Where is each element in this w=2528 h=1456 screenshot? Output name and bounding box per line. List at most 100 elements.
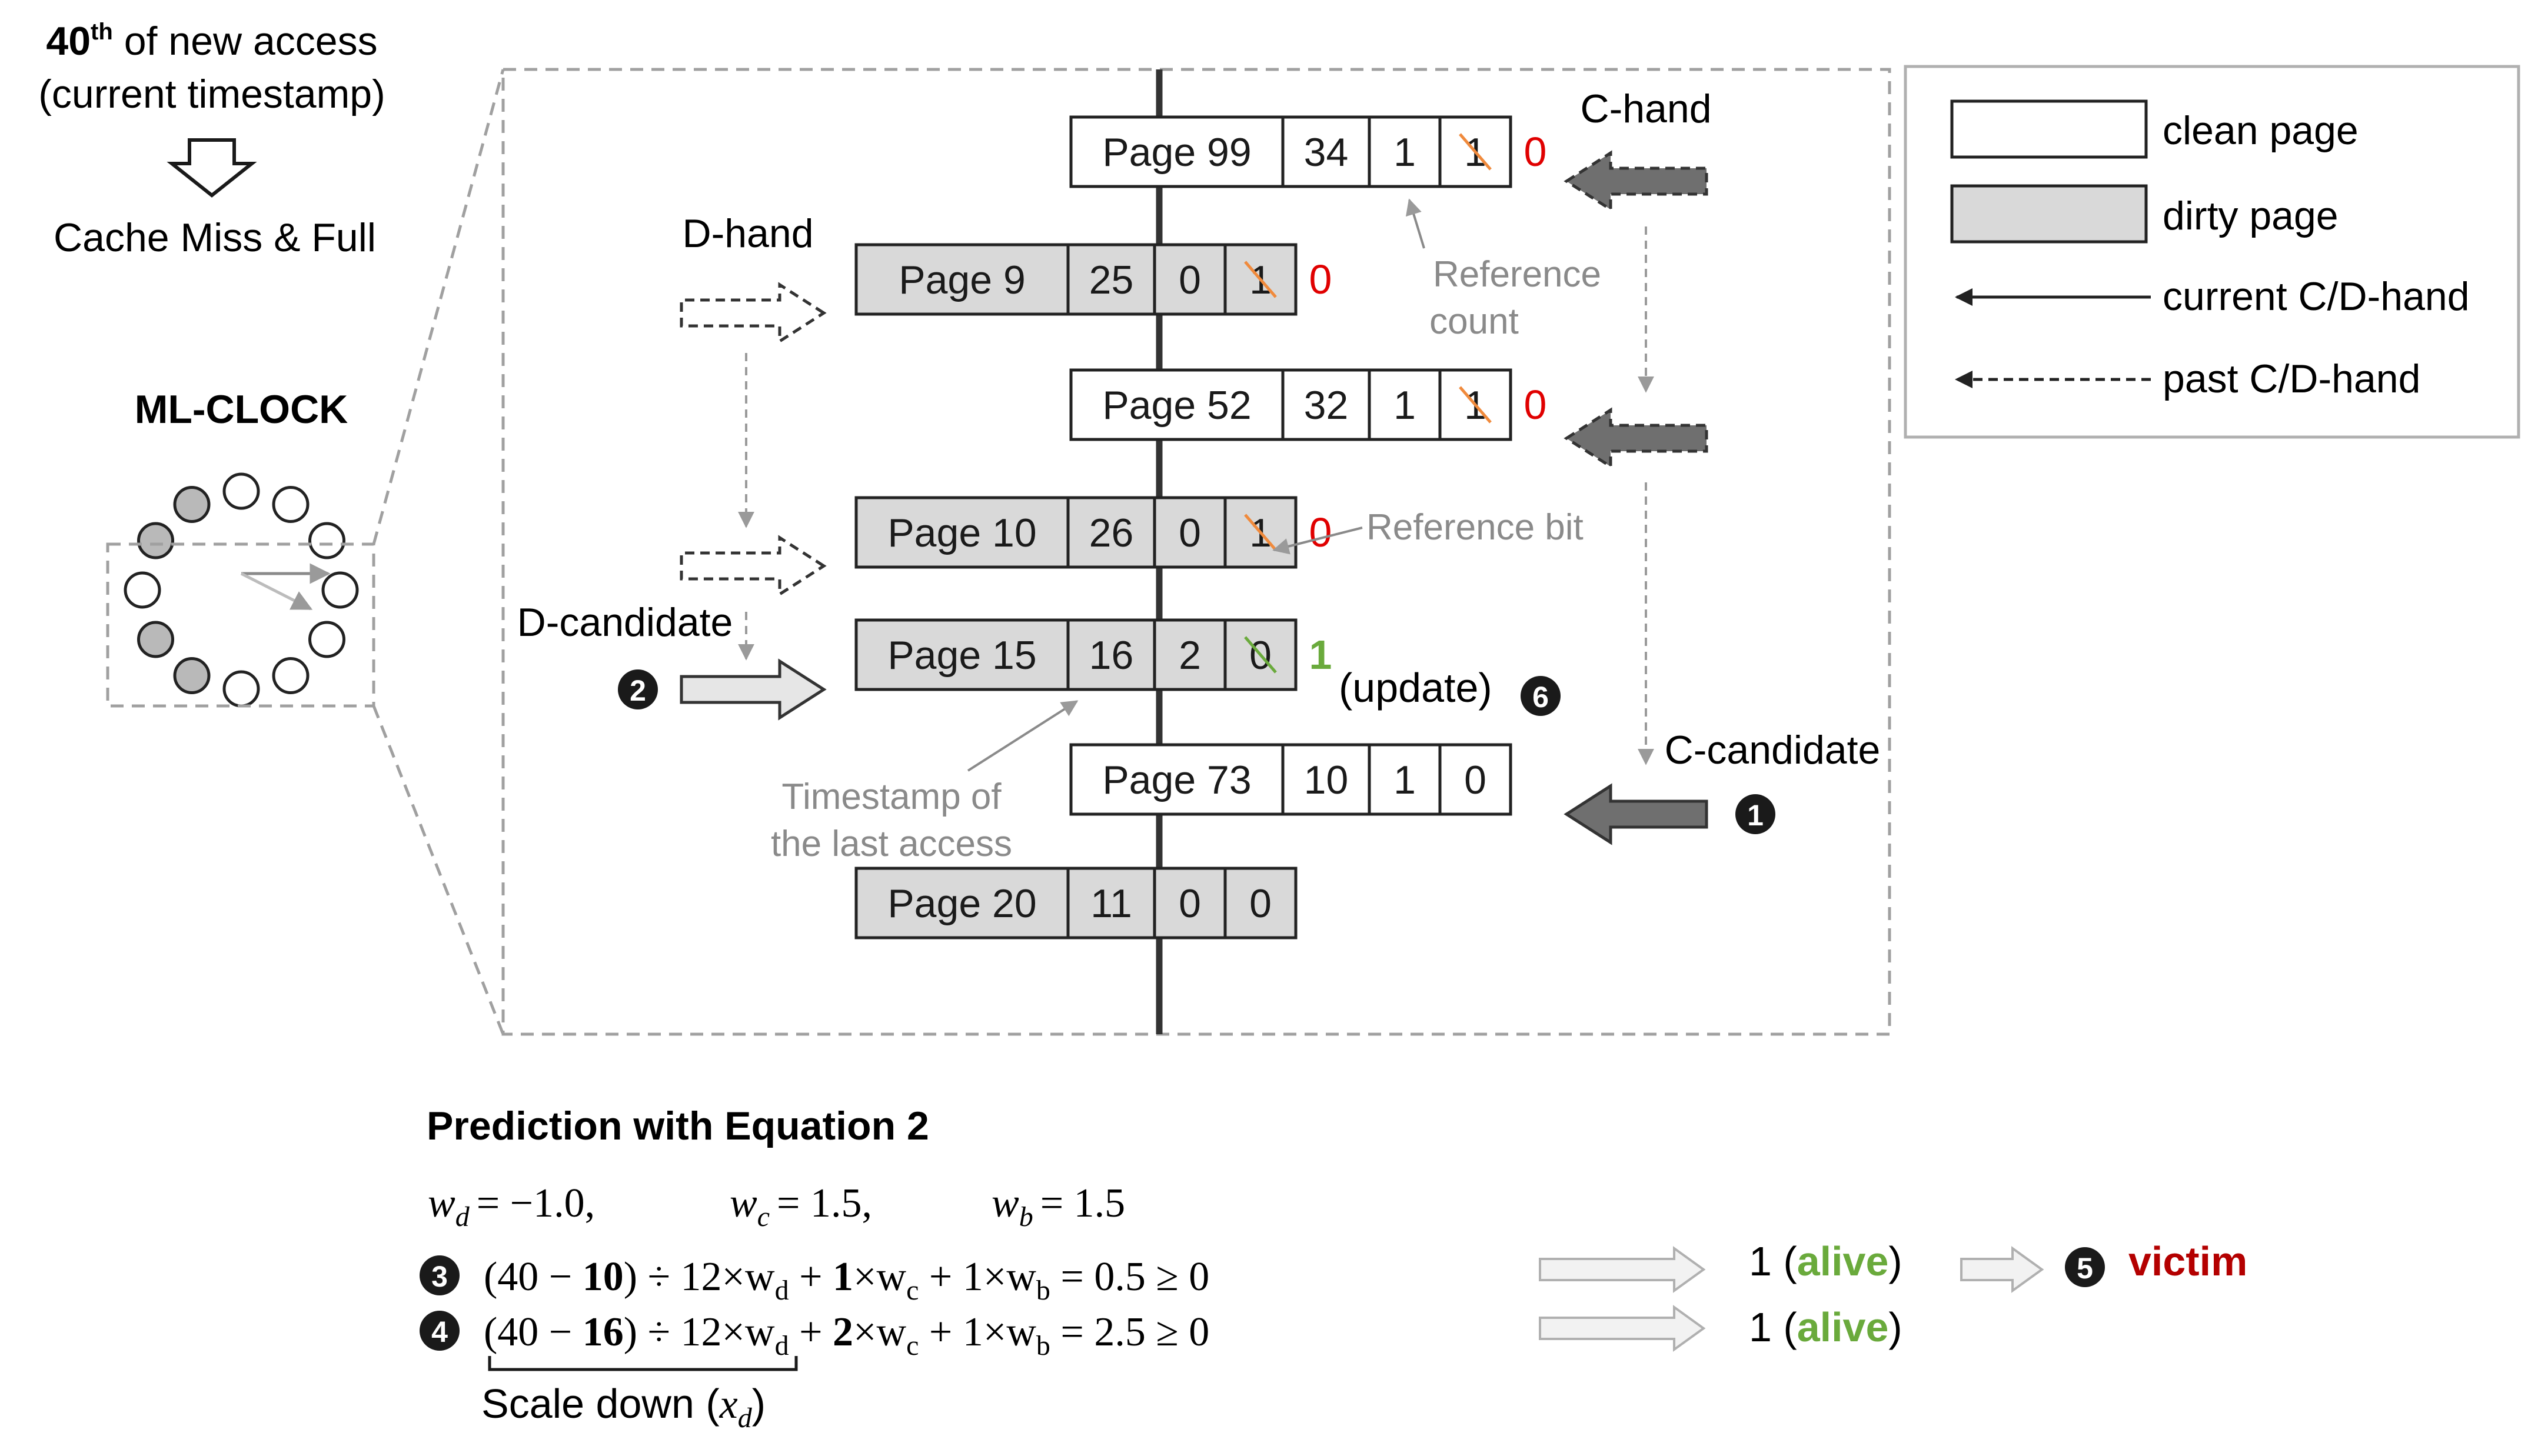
timestamp-cell: 26 [1089,511,1134,555]
reference-count-cell-box [1153,496,1227,569]
step-badge-2: 2 [618,669,658,709]
eq3-sub-b: b [1036,1275,1050,1306]
timestamp-cell-box [1066,618,1156,691]
past-d-hand-arrow-1 [680,282,827,344]
svg-text:1: 1 [1747,799,1764,832]
reference-count-cell: 0 [1179,881,1201,926]
reference-count-cell: 0 [1179,258,1201,302]
equation-4: (40 − 16) ÷ 12×wd + 2×wc + 1×wb = 2.5 ≥ … [484,1310,1209,1361]
clock-slot [137,621,175,658]
eq4-open: (40 − [484,1310,583,1355]
reference-count-cell-box [1153,867,1227,939]
page-name-cell: Page 10 [887,511,1036,555]
scale-close: ) [752,1381,766,1427]
timestamp-cell-box [1281,743,1371,816]
eq4-times-c: ×w [853,1310,906,1355]
strike-mark [1459,386,1492,424]
page-row: Page 1516201 [854,618,1332,691]
eq4-plus2: + 1×w [919,1310,1036,1355]
result2-alive: alive [1797,1304,1889,1350]
legend-clean-label: clean page [2163,108,2359,153]
equation-3: (40 − 10) ÷ 12×wd + 1×wc + 1×wb = 0.5 ≥ … [484,1254,1209,1306]
clock-slot [222,472,260,510]
reference-count-cell-box [1153,618,1227,691]
eq4-result: = 2.5 ≥ 0 [1050,1310,1209,1355]
new-reference-bit: 1 [1309,632,1332,678]
svg-text:3: 3 [431,1260,448,1293]
reference-bit-cell: 0 [1249,881,1272,926]
strike-mark [1459,133,1492,171]
d-candidate-arrow [680,658,827,721]
timestamp-cell: 25 [1089,258,1134,302]
timestamp-cell-box [1066,867,1156,939]
page-name-cell-box [1069,368,1285,441]
page-name-cell: Page 73 [1102,758,1251,802]
reference-count-cell-box [1368,115,1442,188]
reference-count-cell: 1 [1393,130,1416,175]
clock-slot [308,621,345,658]
header-block: 40th of new access (current timestamp) C… [38,19,385,260]
past-c-hand-arrow-2 [1564,407,1708,469]
legend: clean page dirty page current C/D-hand p… [1904,65,2520,439]
reference-count-cell: 0 [1179,511,1201,555]
page-name-cell: Page 20 [887,881,1036,926]
result-arrow-3-icon [1960,1246,2044,1293]
d-candidate-label: D-candidate [517,600,733,645]
result1-alive: alive [1797,1238,1889,1284]
new-reference-bit: 0 [1524,129,1547,175]
reference-count-cell: 2 [1179,633,1201,678]
strike-mark [1244,636,1277,674]
zoom-line-top [372,69,505,545]
clock-slot [321,571,359,609]
reference-count-label-1: Reference [1433,254,1601,295]
zoom-line-bottom [372,705,505,1035]
page-row: Page 925010 [854,243,1332,316]
new-reference-bit: 0 [1309,509,1332,555]
scale-subscript: d [738,1402,753,1434]
reference-bit-cell: 0 [1464,758,1486,802]
clock-d-hand [240,572,313,611]
result2-pre: 1 ( [1749,1304,1797,1350]
clock-slot [308,522,345,559]
clock-icon [124,472,359,708]
timestamp-label-2: the last access [771,824,1012,864]
step-badge-5: 5 [2065,1247,2105,1287]
strike-mark [1244,261,1277,298]
eq3-sub-c: c [906,1275,919,1306]
step-badge-3: 3 [420,1255,460,1295]
timestamp-pointer [967,700,1079,772]
page-row: Page 1026010 [854,496,1332,569]
result-arrow-2-icon [1539,1305,1706,1352]
header-line3: Cache Miss & Full [54,215,376,260]
timestamp-cell: 11 [1090,881,1132,926]
page-row: Page 9934110 [1069,115,1547,188]
step-badge-4: 4 [420,1311,460,1351]
page-name-cell-box [854,496,1070,569]
svg-text:4: 4 [431,1315,448,1348]
eq3-sub-d: d [775,1275,789,1306]
page-name-cell: Page 15 [887,633,1036,678]
reference-bit-cell-box [1223,867,1298,939]
result2-post: ) [1888,1304,1902,1350]
scale-symbol: x [719,1382,738,1427]
wb-subscript: b [1019,1201,1033,1232]
prediction-title: Prediction with Equation 2 [427,1104,929,1148]
timestamp-cell: 16 [1089,633,1134,678]
wd-subscript: d [455,1201,470,1232]
scale-down-label: Scale down (xd) [481,1381,766,1434]
eq3-mid: ) ÷ 12×w [624,1254,775,1300]
past-c-hand-arrow-1 [1564,150,1708,212]
page-list: Page 9934110Page 925010Page 5232110Page … [854,115,1547,939]
wd-symbol: w [428,1181,455,1226]
result-1: 1 (alive) [1749,1238,1902,1284]
svg-text:6: 6 [1532,681,1549,714]
scale-down-bracket [488,1356,798,1371]
wc-value: = 1.5, [777,1181,872,1226]
eq3-timestamp: 10 [583,1254,624,1300]
svg-text:5: 5 [2077,1252,2093,1285]
legend-current-label: current C/D-hand [2163,274,2470,319]
down-arrow-icon [167,138,257,198]
d-hand-label: D-hand [682,211,813,256]
eq3-result: = 0.5 ≥ 0 [1050,1254,1209,1300]
